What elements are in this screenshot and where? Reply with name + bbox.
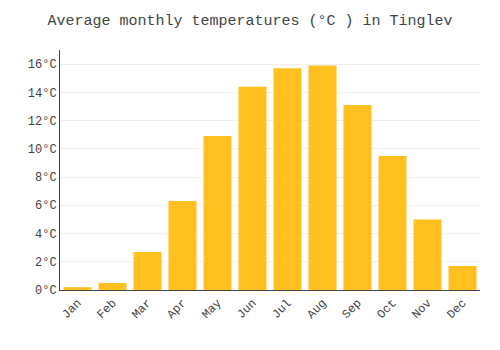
svg-text:4°C: 4°C bbox=[35, 228, 57, 242]
svg-text:Feb: Feb bbox=[94, 297, 119, 322]
svg-text:Nov: Nov bbox=[409, 297, 434, 322]
svg-text:8°C: 8°C bbox=[35, 171, 57, 185]
svg-text:10°C: 10°C bbox=[28, 143, 57, 157]
svg-text:Jun: Jun bbox=[234, 297, 259, 322]
svg-text:Oct: Oct bbox=[374, 297, 399, 322]
svg-text:14°C: 14°C bbox=[28, 87, 57, 101]
svg-text:Mar: Mar bbox=[129, 297, 154, 322]
svg-text:Dec: Dec bbox=[444, 297, 469, 322]
svg-text:Jan: Jan bbox=[59, 297, 84, 322]
svg-text:0°C: 0°C bbox=[35, 284, 57, 298]
svg-text:Jul: Jul bbox=[269, 297, 294, 322]
svg-text:Sep: Sep bbox=[339, 297, 364, 322]
svg-text:6°C: 6°C bbox=[35, 199, 57, 213]
svg-text:May: May bbox=[199, 297, 224, 322]
svg-text:2°C: 2°C bbox=[35, 256, 57, 270]
svg-text:Average monthly temperatures (: Average monthly temperatures (°C ) in Ti… bbox=[47, 13, 452, 30]
svg-text:Apr: Apr bbox=[164, 297, 189, 322]
svg-text:Aug: Aug bbox=[304, 297, 329, 322]
svg-text:16°C: 16°C bbox=[28, 58, 57, 72]
svg-text:12°C: 12°C bbox=[28, 115, 57, 129]
